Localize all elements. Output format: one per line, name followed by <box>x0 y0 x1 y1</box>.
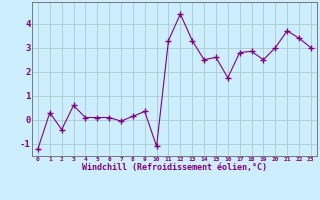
X-axis label: Windchill (Refroidissement éolien,°C): Windchill (Refroidissement éolien,°C) <box>82 163 267 172</box>
